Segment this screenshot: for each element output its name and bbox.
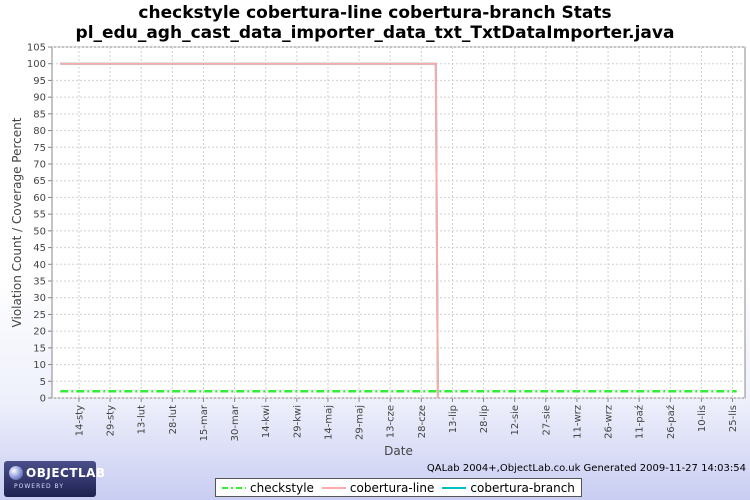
- legend-swatch-checkstyle: [222, 486, 246, 489]
- y-tick-label: 55: [33, 210, 46, 221]
- legend-label-cobertura-branch: cobertura-branch: [470, 480, 575, 495]
- legend-label-checkstyle: checkstyle: [250, 480, 314, 495]
- x-tick-label: 29-maj: [355, 405, 366, 440]
- x-tick-label: 25-lis: [728, 405, 739, 432]
- generated-info: QALab 2004+,ObjectLab.co.uk Generated 20…: [426, 463, 746, 474]
- x-tick-label: 29-kwi: [292, 405, 303, 438]
- legend-item-checkstyle: checkstyle: [222, 481, 314, 495]
- objectlab-logo-icon: [9, 466, 23, 480]
- y-tick-label: 65: [33, 176, 46, 187]
- x-tick-label: 13-cze: [386, 405, 397, 438]
- y-tick-label: 0: [40, 394, 46, 405]
- y-tick-label: 40: [33, 260, 46, 271]
- x-tick-label: 27-sie: [541, 405, 552, 435]
- x-tick-label: 15-mar: [199, 404, 210, 441]
- y-tick-label: 75: [33, 143, 46, 154]
- logo-text: OBJECTLAB: [26, 466, 106, 480]
- y-tick-label: 20: [33, 327, 46, 338]
- x-tick-label: 30-mar: [230, 404, 241, 441]
- x-tick-label: 28-lut: [168, 405, 179, 434]
- chart-subtitle: pl_edu_agh_cast_data_importer_data_txt_T…: [75, 23, 675, 43]
- x-tick-label: 14-sty: [74, 405, 85, 436]
- y-tick-label: 90: [33, 93, 46, 104]
- y-tick-label: 60: [33, 193, 46, 204]
- chart-legend: checkstyle cobertura-line cobertura-bran…: [215, 478, 582, 497]
- series-line-cobertura-line: [60, 62, 439, 399]
- x-tick-label: 28-lip: [479, 405, 490, 433]
- y-axis-label: Violation Count / Coverage Percent: [10, 117, 24, 327]
- y-tick-label: 105: [27, 43, 46, 54]
- x-tick-label: 26-paź: [665, 405, 677, 439]
- y-tick-label: 85: [33, 109, 46, 120]
- x-tick-label: 28-cze: [417, 405, 428, 438]
- legend-label-cobertura-line: cobertura-line: [349, 480, 435, 495]
- plot-area: [51, 46, 746, 399]
- logo-subtext: POWERED BY: [14, 483, 65, 490]
- y-tick-label: 30: [33, 293, 46, 304]
- y-tick-label: 10: [33, 360, 46, 371]
- y-tick-label: 95: [33, 76, 46, 87]
- y-tick-label: 100: [27, 59, 46, 70]
- y-tick-label: 80: [33, 126, 46, 137]
- y-tick-label: 50: [33, 226, 46, 237]
- x-tick-label: 11-wrz: [572, 405, 583, 439]
- legend-item-cobertura-branch: cobertura-branch: [442, 481, 575, 495]
- y-tick-label: 5: [40, 377, 46, 388]
- x-tick-label: 14-kwi: [261, 405, 272, 438]
- x-tick-label: 29-sty: [106, 405, 117, 436]
- legend-item-cobertura-line: cobertura-line: [321, 480, 435, 495]
- chart-title: checkstyle cobertura-line cobertura-bran…: [138, 3, 612, 23]
- x-axis-label: Date: [384, 444, 413, 458]
- x-tick-label: 14-maj: [323, 405, 334, 440]
- legend-swatch-cobertura-line: [321, 486, 346, 489]
- legend-swatch-cobertura-branch: [442, 486, 467, 489]
- x-tick-label: 10-lis: [697, 405, 708, 432]
- objectlab-logo: OBJECTLAB POWERED BY: [4, 461, 105, 497]
- x-tick-label: 11-paź: [634, 405, 646, 439]
- y-tick-label: 15: [33, 343, 46, 354]
- chart-canvas: 0 5 10 15 20 25 30 35 40 45 50 55 60 65 70 75 80 85 90 95 10…: [10, 43, 746, 458]
- y-tick-label: 70: [33, 160, 46, 171]
- x-tick-label: 26-wrz: [604, 405, 615, 439]
- x-tick-label: 13-lip: [448, 405, 459, 433]
- x-tick-label: 12-sie: [510, 405, 521, 435]
- y-tick-label: 35: [33, 277, 46, 288]
- y-tick-label: 25: [33, 310, 46, 321]
- x-tick-label: 13-lut: [137, 405, 148, 434]
- y-tick-label: 45: [33, 243, 46, 254]
